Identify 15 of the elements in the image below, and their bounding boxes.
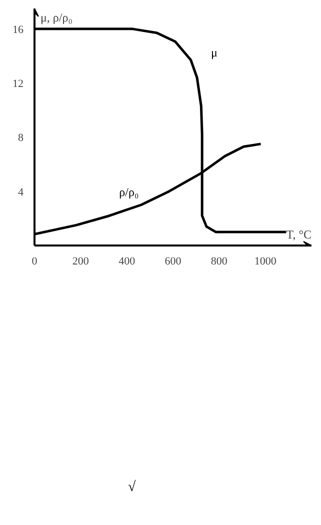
y-tick-label: 4 — [18, 186, 24, 198]
x-tick-label: 800 — [210, 256, 228, 268]
series-label: μ — [211, 46, 218, 60]
x-tick-label: 200 — [72, 256, 90, 268]
x-tick-label: 0 — [32, 256, 38, 268]
x-axis-title: T, °C — [286, 228, 312, 242]
y-tick-label: 8 — [18, 132, 24, 144]
series-label: ρ/ρ₀ — [119, 184, 139, 199]
x-tick-label: 400 — [118, 256, 136, 268]
text: √ — [128, 478, 136, 497]
y-tick-label: 16 — [12, 24, 24, 36]
y-tick-label: 12 — [12, 78, 24, 90]
y-axis-title: μ, ρ/ρ₀ — [40, 10, 72, 24]
x-tick-label: 1000 — [254, 256, 277, 268]
x-tick-label: 600 — [164, 256, 182, 268]
